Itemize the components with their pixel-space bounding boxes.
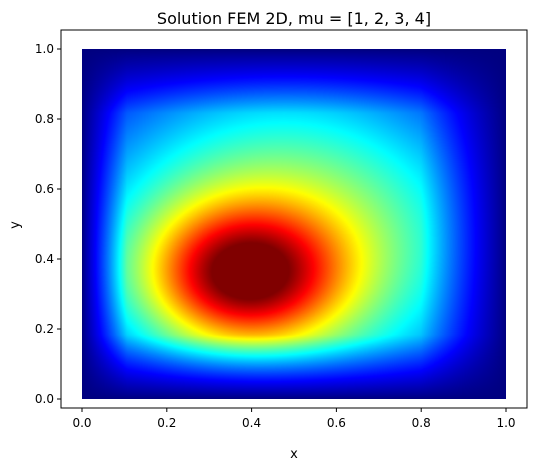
y-tick-label: 0.2: [35, 322, 54, 336]
y-tick-label: 0.6: [35, 182, 54, 196]
x-tick-label: 1.0: [496, 416, 515, 430]
x-tick-label: 0.6: [327, 416, 346, 430]
x-axis-label: x: [290, 447, 298, 462]
chart-title: Solution FEM 2D, mu = [1, 2, 3, 4]: [157, 9, 431, 28]
x-tick-label: 0.4: [242, 416, 261, 430]
x-axis-ticks: 0.0 0.2 0.4 0.6 0.8 1.0: [72, 408, 516, 430]
x-tick-label: 0.2: [157, 416, 176, 430]
y-tick-label: 0.0: [35, 392, 54, 406]
y-tick-label: 1.0: [35, 42, 54, 56]
y-axis-ticks: 0.0 0.2 0.4 0.6 0.8 1.0: [35, 42, 61, 406]
heatmap-field: [82, 49, 506, 399]
x-tick-label: 0.0: [72, 416, 91, 430]
plot-area-frame: [60, 29, 528, 409]
y-tick-label: 0.8: [35, 112, 54, 126]
x-tick-label: 0.8: [412, 416, 431, 430]
y-axis-label: y: [8, 221, 23, 229]
y-tick-label: 0.4: [35, 252, 54, 266]
